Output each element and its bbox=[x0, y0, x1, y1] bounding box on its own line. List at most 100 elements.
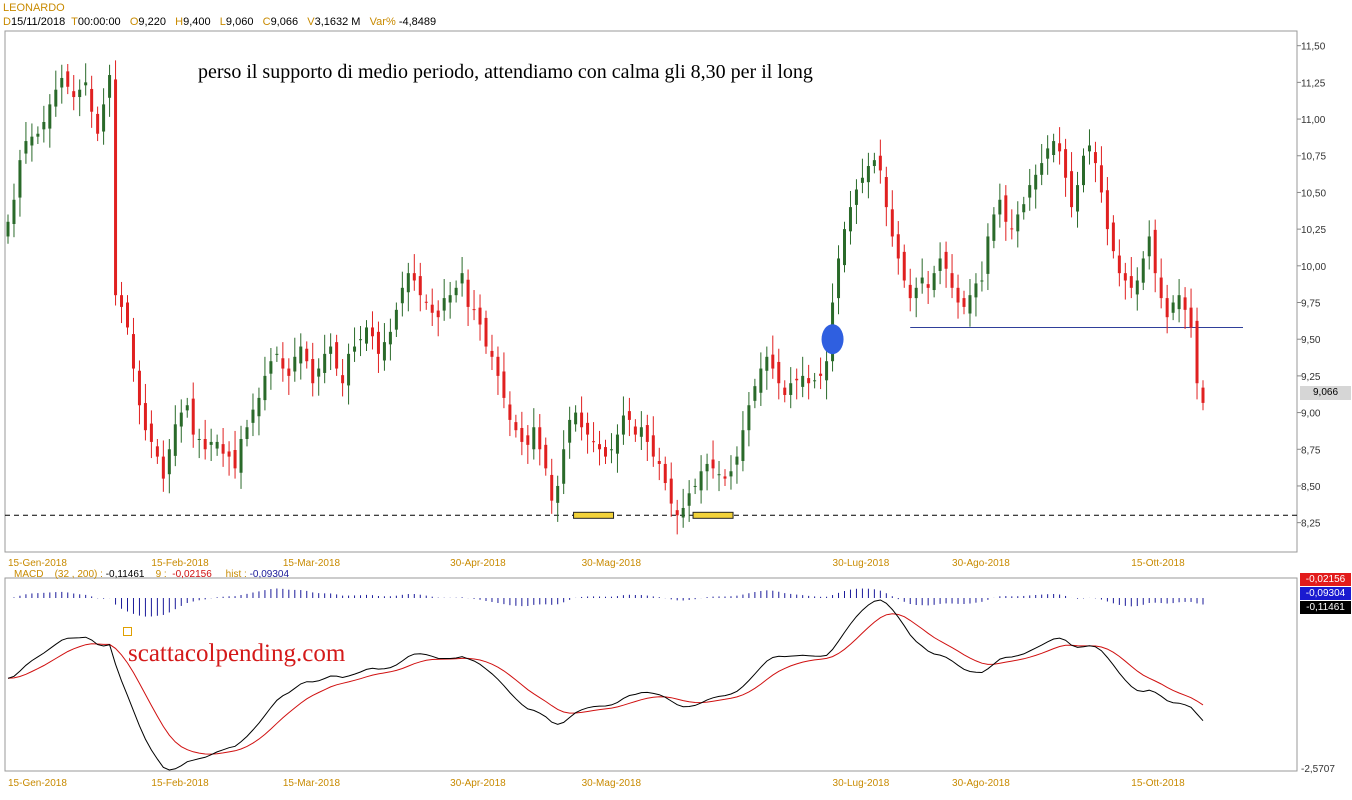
chart-annotation: perso il supporto di medio periodo, atte… bbox=[198, 61, 813, 83]
candle-body bbox=[1082, 155, 1085, 186]
candle-body bbox=[550, 474, 554, 501]
candle-body bbox=[1153, 229, 1157, 274]
candle-body bbox=[478, 307, 482, 325]
date-tick-label: 30-Mag-2018 bbox=[582, 778, 642, 789]
candle-body bbox=[609, 449, 613, 451]
candle-body bbox=[167, 449, 171, 475]
candle-body bbox=[412, 273, 416, 281]
candle-body bbox=[872, 160, 876, 167]
open-value: 9,220 bbox=[138, 16, 166, 28]
candle-body bbox=[1010, 228, 1014, 230]
candle-body bbox=[406, 273, 410, 293]
candle-body bbox=[1004, 195, 1008, 222]
candle-body bbox=[765, 356, 769, 371]
candle-body bbox=[639, 427, 643, 437]
candle-body bbox=[813, 380, 817, 382]
candle-body bbox=[1117, 255, 1121, 274]
price-tick-label: 9,00 bbox=[1301, 409, 1321, 420]
date-tick-label: 30-Apr-2018 bbox=[450, 558, 506, 569]
date-tick-label: 15-Ott-2018 bbox=[1131, 558, 1185, 569]
candle-body bbox=[735, 456, 739, 465]
candle-body bbox=[789, 383, 793, 395]
candle-body bbox=[42, 121, 46, 130]
candle-body bbox=[102, 104, 106, 132]
hist-value: -0,09304 bbox=[249, 569, 290, 580]
time-value: 00:00:00 bbox=[77, 16, 121, 28]
candle-body bbox=[717, 474, 721, 476]
chart-markers bbox=[573, 324, 844, 519]
candle-body bbox=[825, 361, 829, 381]
candle-body bbox=[341, 375, 345, 384]
candle-body bbox=[699, 471, 703, 491]
candle-body bbox=[376, 331, 380, 354]
candle-body bbox=[1052, 141, 1056, 156]
price-axis: 11,50 11,25 11,00 10,75 10,50 10,25 10,00 9,75 9… bbox=[1297, 42, 1326, 530]
macd-axis-low: -2,5707 bbox=[1301, 764, 1335, 775]
candle-body bbox=[108, 75, 112, 98]
macd-readout: MACD (32 , 200) : -0,11461 9 : -0,02156 … bbox=[14, 569, 289, 580]
candle-body bbox=[1028, 185, 1032, 198]
candle-body bbox=[287, 368, 291, 376]
candle-body bbox=[592, 441, 596, 443]
close-value: 9,066 bbox=[270, 16, 299, 28]
candle-body bbox=[687, 493, 691, 506]
candle-body bbox=[645, 425, 649, 442]
candle-body bbox=[568, 419, 572, 443]
date-tick-label: 30-Lug-2018 bbox=[833, 778, 890, 789]
high-label: H bbox=[175, 16, 184, 28]
candle-body bbox=[66, 71, 70, 87]
date-tick-label: 15-Gen-2018 bbox=[8, 778, 67, 789]
candle-body bbox=[317, 368, 321, 377]
candle-body bbox=[18, 160, 22, 198]
low-highlight bbox=[573, 511, 615, 519]
macd-line-badge: -0,11461 bbox=[1300, 601, 1351, 614]
candle-body bbox=[1058, 143, 1062, 152]
low-highlight bbox=[692, 511, 734, 519]
candle-body bbox=[896, 234, 900, 259]
candle-body bbox=[126, 302, 129, 328]
candle-body bbox=[227, 451, 231, 457]
close-label: C bbox=[262, 16, 271, 28]
candle-body bbox=[496, 356, 500, 376]
candle-body bbox=[305, 348, 309, 362]
candle-body bbox=[669, 478, 673, 504]
candle-body bbox=[185, 405, 189, 411]
candle-body bbox=[454, 287, 458, 296]
candle-body bbox=[460, 273, 464, 284]
price-tick-label: 8,50 bbox=[1301, 482, 1321, 493]
candle-body bbox=[257, 397, 261, 417]
candle-body bbox=[807, 378, 811, 384]
volume-label: V bbox=[307, 16, 315, 28]
candle-body bbox=[866, 166, 870, 183]
candle-body bbox=[502, 371, 506, 398]
date-tick-label: 30-Lug-2018 bbox=[833, 558, 890, 569]
candle-body bbox=[759, 368, 763, 393]
watermark-square-icon bbox=[123, 627, 132, 636]
candle-body bbox=[926, 284, 930, 288]
price-tick-label: 10,00 bbox=[1301, 262, 1326, 273]
candle-body bbox=[347, 353, 351, 386]
time-label: T bbox=[71, 16, 78, 28]
candle-body bbox=[854, 189, 858, 205]
candle-body bbox=[962, 298, 966, 307]
candle-body bbox=[1183, 297, 1187, 310]
candle-body bbox=[1034, 174, 1038, 190]
high-value: 9,400 bbox=[183, 16, 211, 28]
volume-value: 3,1632 M bbox=[314, 16, 361, 28]
candle-body bbox=[24, 141, 28, 154]
candle-body bbox=[1105, 190, 1109, 230]
candle-body bbox=[1099, 165, 1103, 193]
candle-body bbox=[179, 412, 183, 427]
symbol-name: LEONARDO bbox=[3, 2, 65, 14]
candle-body bbox=[795, 378, 799, 381]
candle-body bbox=[293, 356, 297, 372]
candle-body bbox=[980, 280, 984, 282]
signal-line bbox=[7, 613, 1204, 755]
candle-body bbox=[233, 450, 237, 469]
candle-body bbox=[777, 361, 781, 384]
candle-body bbox=[60, 77, 64, 88]
candle-body bbox=[54, 89, 58, 107]
candle-body bbox=[932, 273, 936, 291]
candle-body bbox=[747, 405, 751, 431]
